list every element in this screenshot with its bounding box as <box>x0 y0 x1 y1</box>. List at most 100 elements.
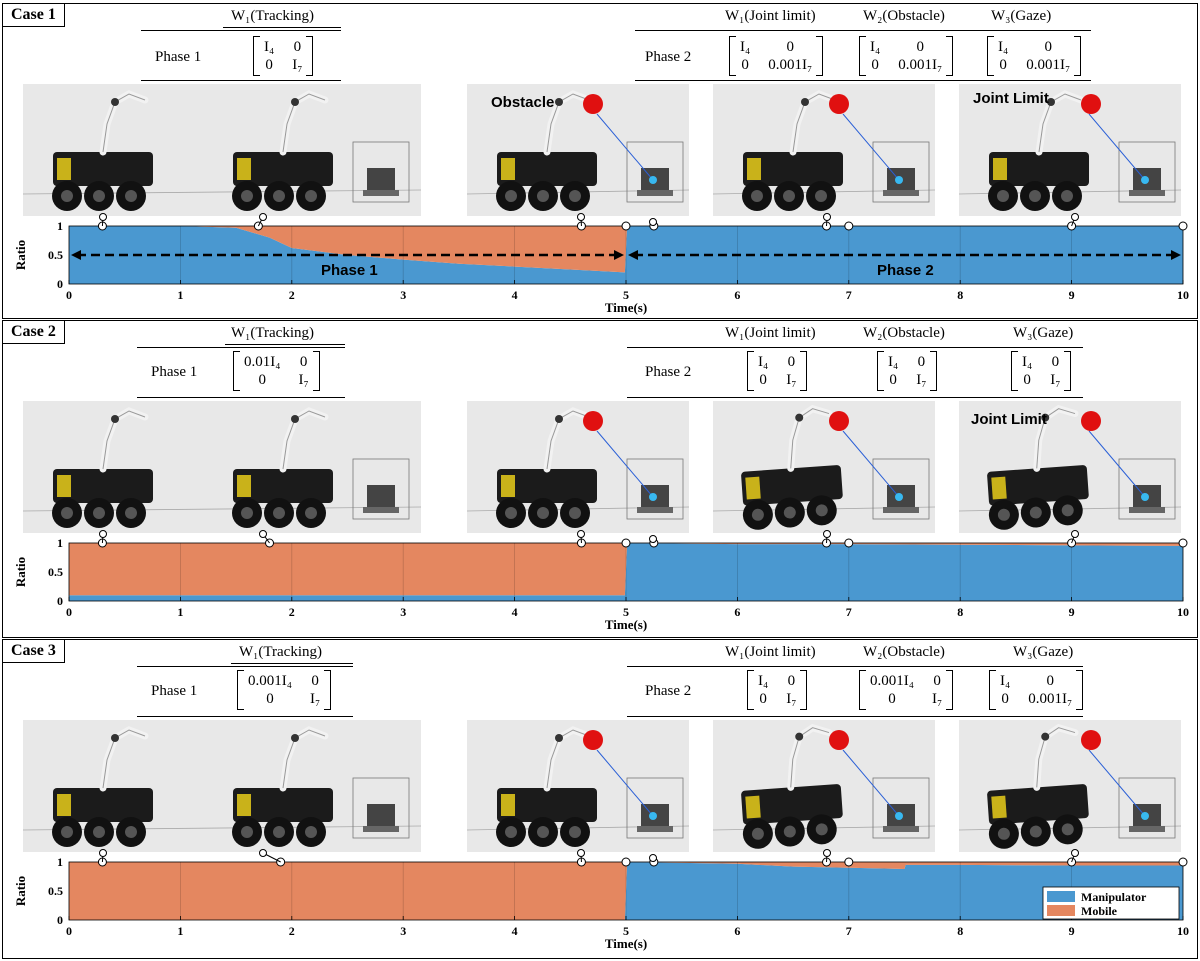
y-tick-label: 0 <box>57 277 63 291</box>
x-tick-label: 6 <box>734 924 740 938</box>
phase1-weight-header: W₁(Tracking) <box>239 644 322 660</box>
phase1-label: Phase 1 <box>151 364 198 380</box>
robot-snapshot-image <box>23 720 421 852</box>
snapshot-marker <box>649 854 657 862</box>
phase2-header-joint: W₁(Joint limit) <box>725 8 816 24</box>
robot-snapshot-image <box>23 401 421 533</box>
phase2-header-gaze: W₃(Gaze) <box>1013 325 1074 341</box>
mobile-manipulator-robot <box>496 90 597 211</box>
snapshot-marker <box>823 213 831 221</box>
obstacle-ball <box>829 411 849 431</box>
mobile-manipulator-robot <box>52 407 153 528</box>
target-box <box>872 141 930 203</box>
snapshot-marker <box>649 218 657 226</box>
x-tick-label: 6 <box>734 605 740 619</box>
weight-matrix: 0.001I₄ 0 0 I₇ <box>859 670 954 710</box>
weight-matrix: I₄ 0 0 I₇ <box>877 351 938 391</box>
mobile-manipulator-robot <box>987 404 1089 530</box>
snapshot-marker <box>1178 221 1188 231</box>
target-box <box>352 458 410 520</box>
robot-snapshot <box>713 723 935 849</box>
table-rule <box>137 666 353 667</box>
case-1-panel: Case 1 W₁(Tracking) Phase 1 I₄ 0 0 I₇ W₁(Jo… <box>2 3 1198 319</box>
laptop <box>367 168 395 190</box>
obstacle-ball <box>583 411 603 431</box>
mobile-manipulator-robot <box>232 726 333 847</box>
snapshot-marker <box>577 530 585 538</box>
mobile-manipulator-robot <box>741 723 843 849</box>
y-axis-label: Ratio <box>13 240 28 270</box>
mobile-manipulator-robot <box>52 90 153 211</box>
gaze-target <box>649 493 657 501</box>
table-rule <box>627 397 1083 398</box>
x-tick-label: 1 <box>177 924 183 938</box>
robot-snapshot <box>467 407 689 528</box>
x-tick-label: 0 <box>66 924 72 938</box>
x-tick-label: 7 <box>846 924 852 938</box>
snapshot-marker <box>99 213 107 221</box>
snapshot-marker <box>259 530 267 538</box>
robot-snapshot-image <box>959 84 1181 216</box>
case-3-panel: Case 3 W₁(Tracking) Phase 1 0.001I₄ 0 0 I₇ … <box>2 639 1198 959</box>
mobile-manipulator-robot <box>232 90 333 211</box>
mobile-manipulator-robot <box>988 90 1089 211</box>
snapshot-marker <box>259 849 267 857</box>
robot-snapshot <box>959 723 1181 849</box>
robot-snapshot-image <box>467 720 689 852</box>
snapshot-marker <box>1071 213 1079 221</box>
target-box <box>626 458 684 520</box>
mobile-manipulator-robot <box>987 723 1089 849</box>
x-tick-label: 0 <box>66 288 72 302</box>
obstacle-ball <box>829 94 849 114</box>
x-tick-label: 1 <box>177 605 183 619</box>
x-tick-label: 2 <box>289 288 295 302</box>
table-rule <box>231 663 353 664</box>
gaze-target <box>1141 493 1149 501</box>
robot-snapshot <box>713 404 935 530</box>
legend-swatch <box>1047 905 1075 916</box>
weight-matrix: I₄ 0 0 I₇ <box>747 351 808 391</box>
obstacle-ball <box>1081 94 1101 114</box>
phase1-label: Phase 1 <box>155 49 202 65</box>
y-tick-label: 0 <box>57 594 63 608</box>
gaze-target <box>895 176 903 184</box>
robot-snapshot-image <box>713 720 935 852</box>
ratio-chart: 0 1 2 3 4 5 6 7 8 9 10 0 0.5 1 Time(s) Ratio <box>13 530 1189 632</box>
obstacle-ball <box>1081 411 1101 431</box>
legend-label: Mobile <box>1081 904 1118 918</box>
table-rule <box>225 344 345 345</box>
table-rule <box>137 347 345 348</box>
target-box <box>872 458 930 520</box>
mobile-area <box>69 862 1183 920</box>
robot-snapshot <box>23 90 421 211</box>
weight-matrix: I₄ 0 0 0.001I₇ <box>729 36 824 76</box>
table-rule <box>627 347 1083 348</box>
robot-snapshot <box>467 90 689 211</box>
robot-snapshot-image <box>713 84 935 216</box>
x-tick-label: 7 <box>846 605 852 619</box>
table-rule <box>223 27 341 28</box>
case-label: Case 1 <box>2 3 65 27</box>
snapshot-marker <box>577 849 585 857</box>
mobile-manipulator-robot <box>741 404 843 530</box>
gaze-target <box>1141 812 1149 820</box>
x-tick-label: 3 <box>400 605 406 619</box>
laptop <box>367 804 395 826</box>
gaze-target <box>895 493 903 501</box>
x-tick-label: 8 <box>957 605 963 619</box>
gaze-target <box>895 812 903 820</box>
y-tick-label: 0.5 <box>48 565 63 579</box>
x-tick-label: 4 <box>512 924 518 938</box>
legend-label: Manipulator <box>1081 890 1147 904</box>
phase2-header-obstacle: W₂(Obstacle) <box>863 8 945 24</box>
phase1-weight-header: W₁(Tracking) <box>231 8 314 24</box>
robot-snapshot-image <box>467 84 689 216</box>
robot-snapshot <box>959 404 1181 530</box>
phase2-label: Phase 2 <box>645 683 692 699</box>
weight-matrix: I₄ 0 0 I₇ <box>253 36 314 76</box>
snapshot-marker <box>823 530 831 538</box>
ratio-chart: 0 1 2 3 4 5 6 7 8 9 10 0 0.5 1 Time(s) Ratio <box>13 213 1189 315</box>
snapshot-marker <box>99 849 107 857</box>
gaze-target <box>1141 176 1149 184</box>
target-box <box>626 141 684 203</box>
